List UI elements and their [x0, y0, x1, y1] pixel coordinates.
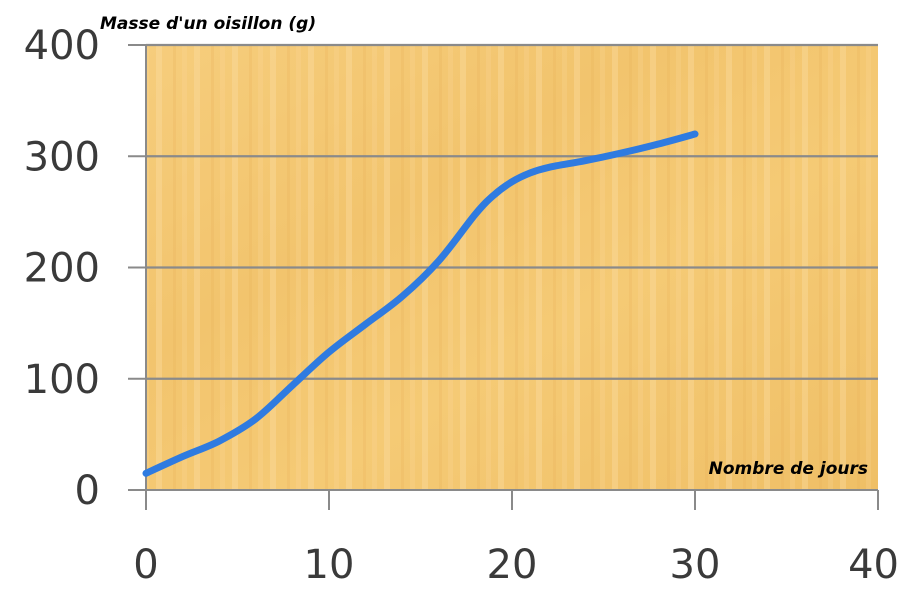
y-tick-label-200: 200 [24, 246, 100, 292]
y-tick-label-400: 400 [24, 23, 100, 69]
x-tick-label-30: 30 [670, 542, 721, 588]
y-tick-label-0: 0 [75, 468, 100, 514]
y-tick-label-300: 300 [24, 134, 100, 180]
x-tick-label-40: 40 [848, 542, 899, 588]
y-tick-label-100: 100 [24, 357, 100, 403]
x-tick-label-10: 10 [304, 542, 355, 588]
y-axis-title: Masse d'un oisillon (g) [100, 14, 316, 34]
x-tick-label-20: 20 [487, 542, 538, 588]
x-axis-title: Nombre de jours [709, 459, 868, 479]
x-tick-label-0: 0 [133, 542, 158, 588]
